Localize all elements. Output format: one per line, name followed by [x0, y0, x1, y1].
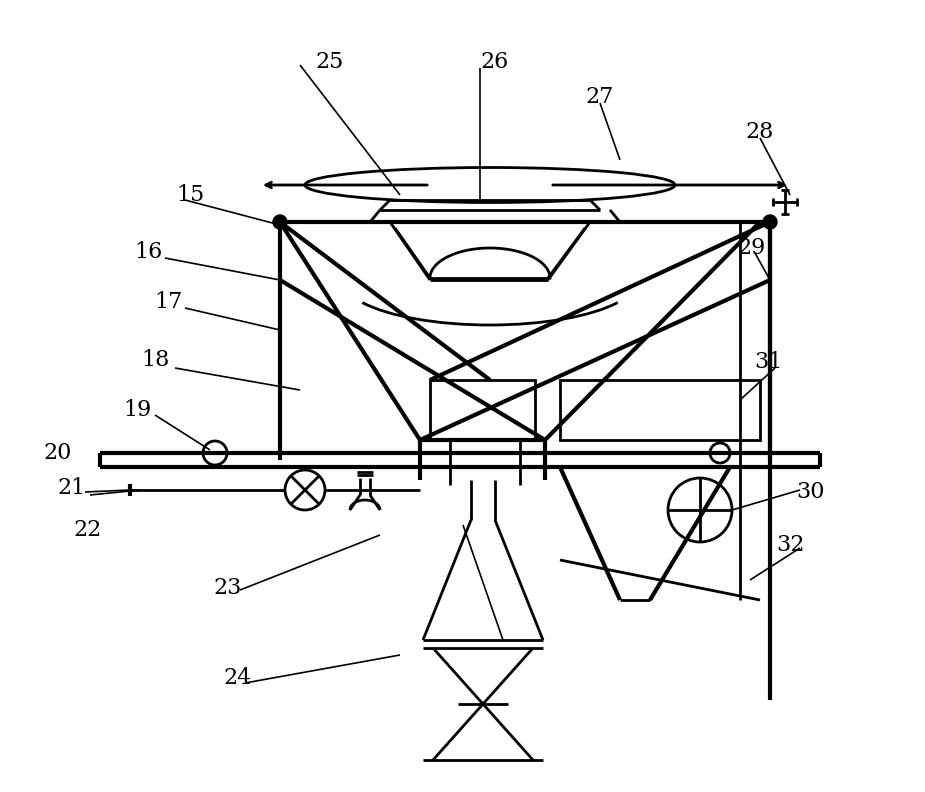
Text: 32: 32: [776, 534, 804, 556]
Text: 31: 31: [754, 351, 783, 373]
Text: 27: 27: [586, 86, 614, 108]
Circle shape: [285, 470, 325, 510]
Text: 15: 15: [176, 184, 204, 206]
Text: 23: 23: [214, 577, 242, 599]
Text: 28: 28: [746, 121, 774, 143]
Text: 24: 24: [224, 667, 253, 689]
Text: 17: 17: [154, 291, 182, 313]
Circle shape: [710, 443, 730, 463]
Text: 25: 25: [315, 51, 344, 73]
Text: 21: 21: [58, 477, 86, 499]
Text: 22: 22: [74, 519, 102, 541]
Circle shape: [203, 441, 227, 465]
Circle shape: [273, 215, 287, 229]
Text: 19: 19: [123, 399, 151, 421]
Circle shape: [763, 215, 777, 229]
Bar: [560, 380, 760, 440]
Text: 18: 18: [141, 349, 169, 371]
Bar: [430, 380, 535, 440]
Circle shape: [668, 478, 732, 542]
Text: 29: 29: [738, 237, 766, 259]
Text: 20: 20: [43, 442, 72, 464]
Text: 26: 26: [481, 51, 509, 73]
Ellipse shape: [305, 167, 675, 203]
Text: 30: 30: [796, 481, 824, 503]
Text: 16: 16: [134, 241, 162, 263]
